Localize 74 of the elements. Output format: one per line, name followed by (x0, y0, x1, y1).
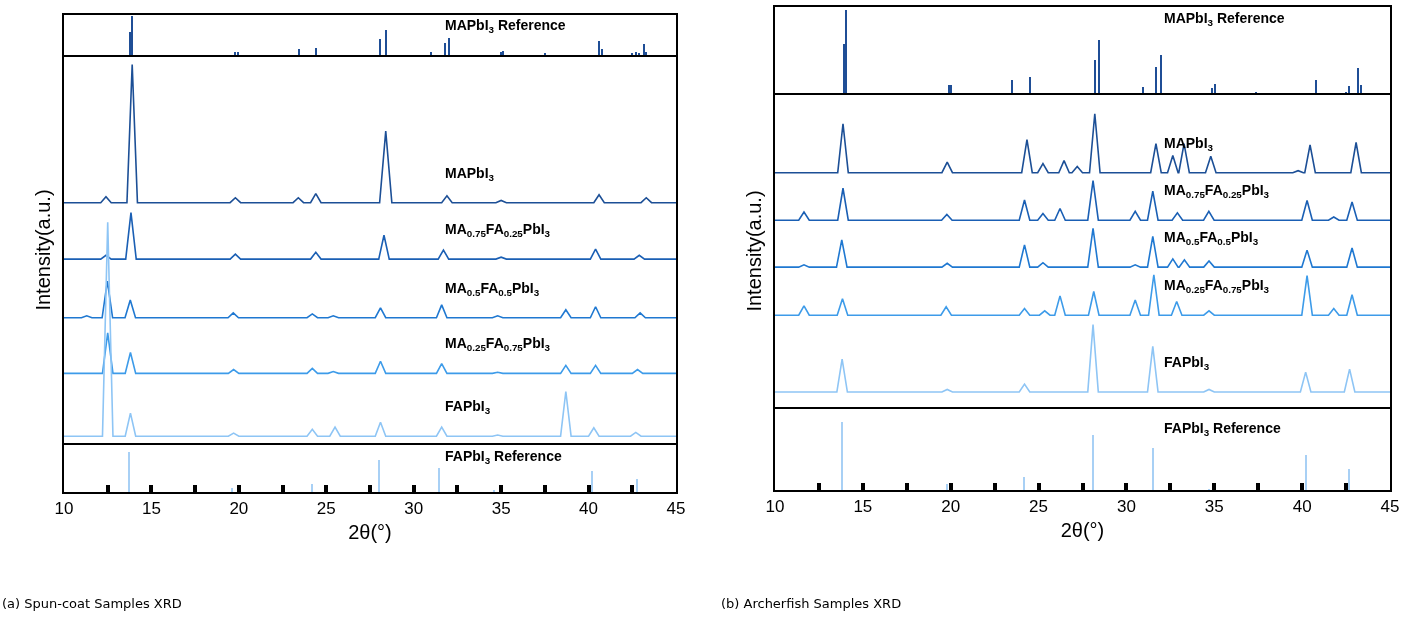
bar (1315, 80, 1317, 93)
bar (378, 460, 380, 492)
series-label: FAPbI$_{3}$ (1164, 354, 1210, 372)
x-tick-label: 15 (141, 499, 161, 519)
bar (1348, 469, 1350, 490)
bar (444, 43, 446, 55)
x-tick-label: 20 (941, 497, 961, 517)
bar (1023, 477, 1025, 490)
series-label: FAPbI$_{3}$ Reference (445, 448, 562, 466)
bar (1011, 80, 1013, 93)
x-tick-label: 40 (579, 499, 599, 519)
series-label: MA$_{0.75}$FA$_{0.25}$PbI$_{3}$ (1164, 182, 1270, 200)
bar (841, 422, 843, 490)
series-label: MAPbI$_{3}$ (1164, 135, 1214, 153)
bar (1160, 55, 1162, 93)
bar (1155, 67, 1157, 93)
series-label: MA$_{0.5}$FA$_{0.5}$PbI$_{3}$ (445, 280, 540, 298)
series-label: FAPbI$_{3}$ Reference (1164, 420, 1281, 438)
series-label: MAPbI$_{3}$ (445, 165, 495, 183)
x-tick-label: 10 (54, 499, 74, 519)
series-label: MA$_{0.75}$FA$_{0.25}$PbI$_{3}$ (445, 221, 551, 239)
y-axis-title: Intensity(a.u.) (743, 190, 765, 312)
x-tick-label: 20 (229, 499, 249, 519)
bar (1142, 87, 1144, 93)
x-tick-label: 10 (765, 497, 785, 517)
bar (845, 10, 847, 93)
x-tick-label: 40 (1292, 497, 1312, 517)
series-label: MA$_{0.5}$FA$_{0.5}$PbI$_{3}$ (1164, 229, 1259, 247)
x-tick-label: 30 (1116, 497, 1136, 517)
bar (128, 452, 130, 492)
bar (231, 488, 233, 492)
bar (635, 52, 637, 55)
series-label: FAPbI$_{3}$ (445, 398, 491, 416)
bar (131, 16, 133, 55)
x-tick-label: 35 (491, 499, 511, 519)
bar (591, 471, 593, 492)
bar (1214, 84, 1216, 93)
x-tick-label: 45 (666, 499, 686, 519)
x-tick-label: 30 (404, 499, 424, 519)
bar (1152, 448, 1154, 490)
series-label: MA$_{0.25}$FA$_{0.75}$PbI$_{3}$ (445, 335, 551, 353)
x-tick-label: 35 (1204, 497, 1224, 517)
x-axis-title: 2θ(°) (348, 521, 392, 544)
x-tick-label: 15 (853, 497, 873, 517)
bar (438, 468, 440, 492)
x-axis-title: 2θ(°) (1060, 519, 1105, 542)
bar (311, 484, 313, 492)
bar (1305, 455, 1307, 490)
bar (430, 52, 432, 55)
bar (315, 48, 317, 55)
bar (385, 30, 387, 55)
bar (643, 44, 645, 55)
bar (237, 52, 239, 55)
bar (1357, 68, 1359, 93)
x-tick-label: 45 (1380, 497, 1400, 517)
bar (598, 41, 600, 55)
bar (234, 52, 236, 55)
bar (448, 38, 450, 55)
bar (298, 49, 300, 55)
text: (a) Spun-coat Samples XRD (2, 596, 182, 611)
series-label: MAPbI$_{3}$ Reference (445, 17, 566, 35)
series-label: MA$_{0.25}$FA$_{0.75}$PbI$_{3}$ (1164, 277, 1270, 295)
bar (379, 39, 381, 55)
bar (1029, 77, 1031, 93)
bar (1098, 40, 1100, 93)
y-axis-title: Intensity(a.u.) (32, 189, 54, 311)
bar (1348, 86, 1350, 93)
x-tick-label: 25 (316, 499, 336, 519)
bar (1094, 60, 1096, 93)
series-label: MAPbI$_{3}$ Reference (1164, 10, 1285, 28)
x-tick-label: 25 (1029, 497, 1049, 517)
bar (1092, 435, 1094, 490)
bar (1211, 88, 1213, 93)
text: (b) Archerfish Samples XRD (721, 596, 902, 611)
